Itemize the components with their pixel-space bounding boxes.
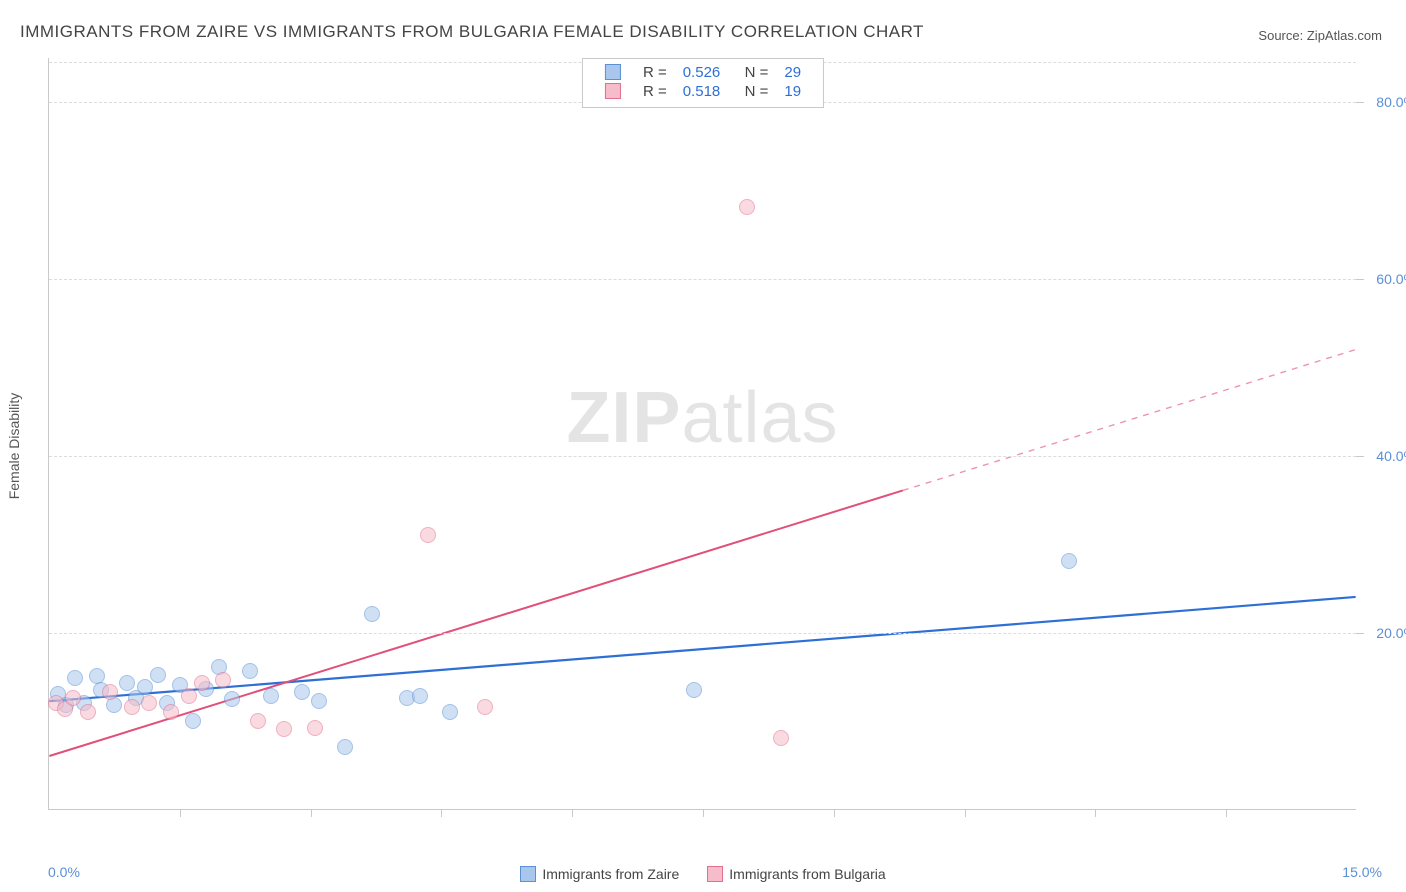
data-point-bulgaria — [215, 672, 231, 688]
data-point-bulgaria — [250, 713, 266, 729]
data-point-zaire — [311, 693, 327, 709]
x-tick — [311, 809, 312, 817]
x-tick — [965, 809, 966, 817]
data-point-bulgaria — [773, 730, 789, 746]
stats-N-label: N = — [728, 63, 776, 82]
stats-N-value-bulgaria: 19 — [776, 82, 809, 101]
data-point-bulgaria — [124, 699, 140, 715]
x-tick — [180, 809, 181, 817]
data-point-zaire — [294, 684, 310, 700]
y-tick — [1356, 456, 1364, 457]
data-point-zaire — [412, 688, 428, 704]
data-point-zaire — [150, 667, 166, 683]
data-point-zaire — [686, 682, 702, 698]
stats-R-label: R = — [635, 82, 675, 101]
legend-label-zaire: Immigrants from Zaire — [542, 866, 679, 882]
data-point-zaire — [364, 606, 380, 622]
chart-title: IMMIGRANTS FROM ZAIRE VS IMMIGRANTS FROM… — [20, 22, 924, 42]
data-point-zaire — [67, 670, 83, 686]
data-point-bulgaria — [102, 684, 118, 700]
plot-area: ZIPatlas 20.0%40.0%60.0%80.0% — [48, 58, 1356, 810]
data-point-zaire — [337, 739, 353, 755]
stats-R-value-bulgaria: 0.518 — [675, 82, 729, 101]
y-tick-label: 60.0% — [1376, 271, 1406, 287]
y-tick — [1356, 102, 1364, 103]
legend-item-zaire: Immigrants from Zaire — [520, 866, 679, 882]
stats-legend-box: R =0.526 N =29R =0.518 N =19 — [582, 58, 824, 108]
data-point-bulgaria — [194, 675, 210, 691]
data-point-zaire — [1061, 553, 1077, 569]
x-tick — [441, 809, 442, 817]
data-point-zaire — [224, 691, 240, 707]
trend-line-bulgaria-extrapolated — [903, 350, 1356, 491]
y-tick — [1356, 279, 1364, 280]
stats-R-label: R = — [635, 63, 675, 82]
legend-swatch-zaire — [605, 64, 621, 80]
data-point-bulgaria — [80, 704, 96, 720]
stats-N-label: N = — [728, 82, 776, 101]
data-point-bulgaria — [65, 690, 81, 706]
data-point-bulgaria — [477, 699, 493, 715]
x-tick — [834, 809, 835, 817]
data-point-bulgaria — [141, 695, 157, 711]
trend-line-zaire — [49, 597, 1355, 701]
gridline — [49, 633, 1356, 634]
stats-N-value-zaire: 29 — [776, 63, 809, 82]
bottom-legend: Immigrants from Zaire Immigrants from Bul… — [0, 866, 1406, 882]
legend-swatch-zaire — [520, 866, 536, 882]
y-axis-label: Female Disability — [6, 393, 22, 500]
x-tick — [572, 809, 573, 817]
data-point-bulgaria — [739, 199, 755, 215]
data-point-bulgaria — [307, 720, 323, 736]
x-tick — [703, 809, 704, 817]
source-label: Source: — [1258, 28, 1303, 43]
source-link[interactable]: ZipAtlas.com — [1307, 28, 1382, 43]
stats-R-value-zaire: 0.526 — [675, 63, 729, 82]
gridline — [49, 456, 1356, 457]
data-point-bulgaria — [276, 721, 292, 737]
data-point-bulgaria — [181, 688, 197, 704]
legend-swatch-bulgaria — [605, 83, 621, 99]
data-point-zaire — [263, 688, 279, 704]
y-tick-label: 40.0% — [1376, 448, 1406, 464]
data-point-bulgaria — [420, 527, 436, 543]
data-point-bulgaria — [163, 704, 179, 720]
gridline — [49, 279, 1356, 280]
y-tick — [1356, 633, 1364, 634]
stats-row-zaire: R =0.526 N =29 — [597, 63, 809, 82]
stats-row-bulgaria: R =0.518 N =19 — [597, 82, 809, 101]
legend-item-bulgaria: Immigrants from Bulgaria — [707, 866, 885, 882]
trend-lines-layer — [49, 58, 1356, 809]
x-tick — [1226, 809, 1227, 817]
data-point-zaire — [242, 663, 258, 679]
legend-label-bulgaria: Immigrants from Bulgaria — [729, 866, 885, 882]
data-point-zaire — [442, 704, 458, 720]
y-tick-label: 20.0% — [1376, 625, 1406, 641]
source-attribution: Source: ZipAtlas.com — [1258, 28, 1382, 43]
legend-swatch-bulgaria — [707, 866, 723, 882]
y-tick-label: 80.0% — [1376, 94, 1406, 110]
data-point-zaire — [137, 679, 153, 695]
x-tick — [1095, 809, 1096, 817]
data-point-zaire — [185, 713, 201, 729]
